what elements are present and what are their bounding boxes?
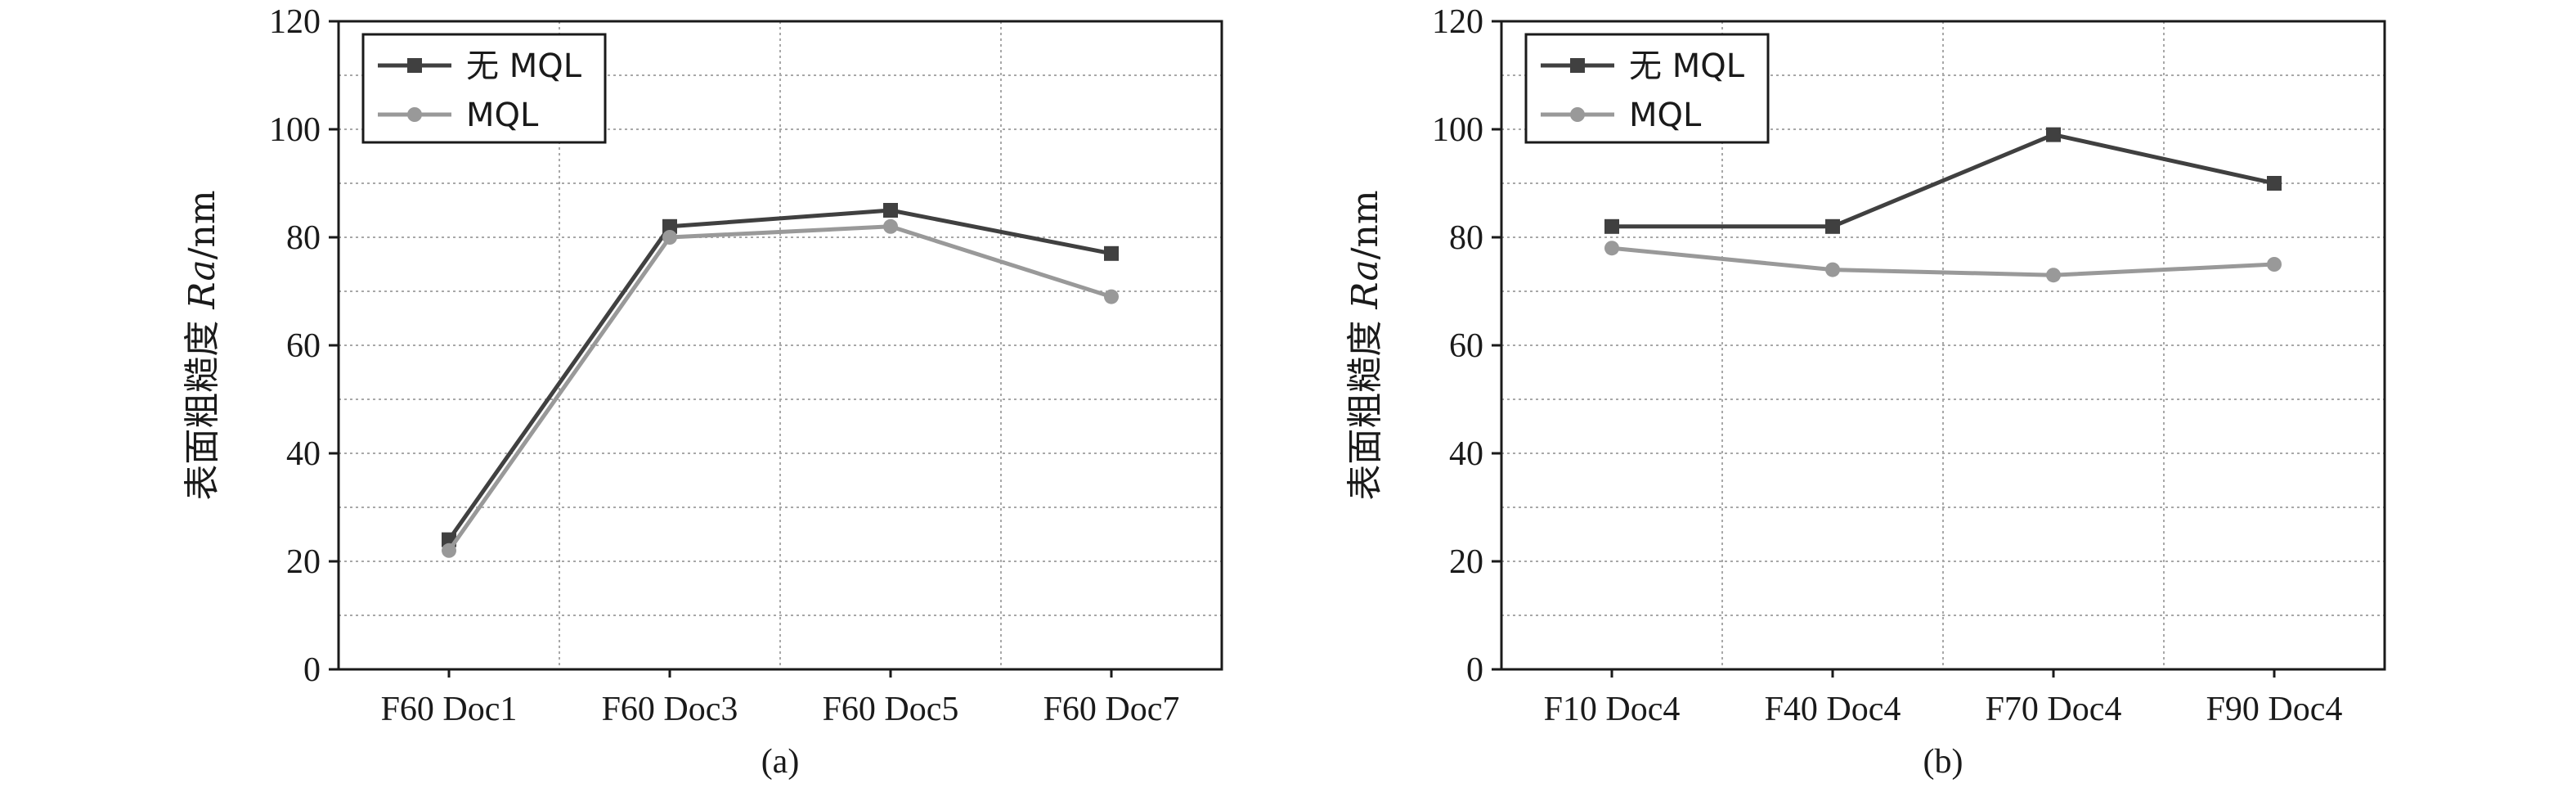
data-point [2046, 268, 2061, 283]
y-tick-label: 80 [286, 219, 321, 257]
y-tick-label: 120 [269, 3, 321, 41]
chart-panel-b: 0 20 40 60 80 100 120 F10 Doc4 F40 Doc4 F70 Doc4 F… [1344, 3, 2386, 781]
y-tick-label: 100 [269, 111, 321, 149]
x-tick-label: F60 Doc7 [1043, 691, 1180, 728]
legend-label: 无 MQL [1629, 47, 1745, 85]
y-tick-label: 80 [1449, 219, 1483, 257]
legend-marker [407, 107, 422, 122]
data-point [1104, 245, 1119, 261]
panel-label: (b) [1923, 743, 1963, 781]
data-point [2046, 127, 2061, 142]
y-tick-label: 0 [1466, 651, 1483, 689]
chart-panel-a: 0 20 40 60 80 100 120 F60 Doc1 F60 Doc3 F60 Doc5 F… [182, 3, 1223, 781]
legend-box [1524, 33, 1770, 144]
legend-box [361, 33, 607, 144]
series-line [1612, 133, 2275, 229]
series-line [447, 208, 1112, 542]
data-point [1104, 289, 1119, 304]
y-tick-label: 40 [1449, 435, 1483, 473]
x-tick-label: F60 Doc5 [823, 691, 959, 728]
x-tick-label: F70 Doc4 [1986, 691, 2122, 728]
y-tick-label: 0 [303, 651, 321, 689]
y-axis-label: 表面粗糙度 Ra/nm [182, 190, 223, 500]
y-tick-label: 120 [1432, 3, 1483, 41]
y-tick-label: 100 [1432, 111, 1483, 149]
legend-label: MQL [1629, 97, 1702, 134]
x-tick-label: F60 Doc3 [602, 691, 738, 728]
data-point [662, 218, 677, 234]
series-line [1611, 245, 2275, 277]
data-point [442, 543, 456, 558]
data-point [1604, 218, 1619, 234]
legend-label: MQL [466, 97, 539, 134]
data-point [662, 230, 677, 245]
data-point [2267, 257, 2282, 272]
y-tick-label: 60 [286, 327, 321, 365]
legend-label: 无 MQL [466, 47, 582, 85]
y-tick-label: 60 [1449, 327, 1483, 365]
y-tick-label: 20 [1449, 543, 1483, 581]
data-point [1825, 262, 1840, 277]
series-line [447, 224, 1112, 552]
legend-marker [1570, 107, 1585, 122]
panel-label: (a) [761, 743, 800, 781]
x-tick-label: F10 Doc4 [1544, 691, 1681, 728]
data-point [1825, 218, 1840, 234]
legend-marker [407, 58, 422, 73]
data-point [2267, 176, 2282, 191]
x-tick-label: F40 Doc4 [1765, 691, 1901, 728]
y-axis-label: 表面粗糙度 Ra/nm [1344, 190, 1386, 500]
x-tick-label: F90 Doc4 [2206, 691, 2343, 728]
data-point [883, 203, 898, 218]
y-tick-label: 40 [286, 435, 321, 473]
data-point [1604, 241, 1619, 256]
x-tick-label: F60 Doc1 [381, 691, 518, 728]
y-tick-label: 20 [286, 543, 321, 581]
legend-marker [1570, 58, 1585, 73]
data-point [883, 218, 898, 234]
